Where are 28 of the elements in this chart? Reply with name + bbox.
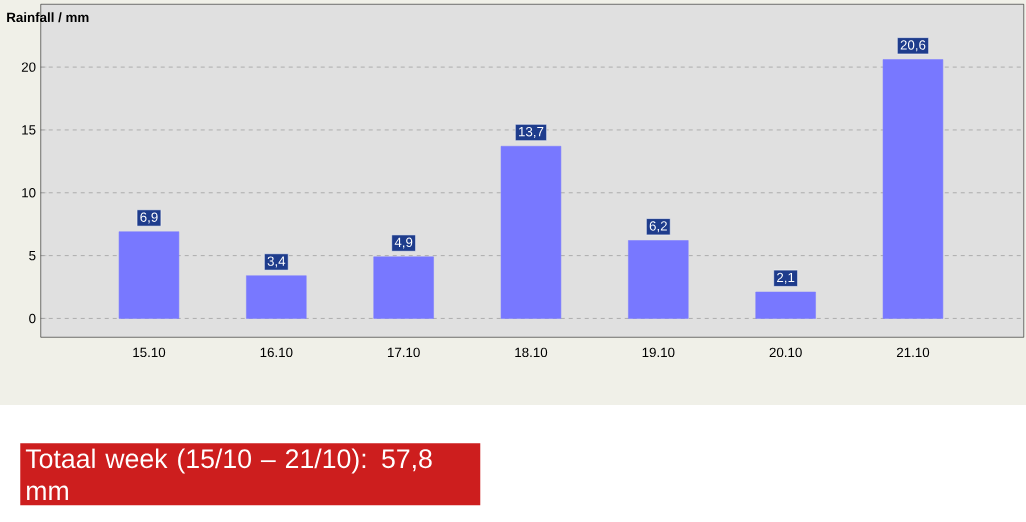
y-tick-label: 10: [22, 188, 36, 198]
x-tick-label: 19.10: [642, 347, 675, 358]
data-label: 20,6: [900, 40, 926, 52]
x-tick-label: 20.10: [769, 347, 802, 358]
bar: [628, 240, 689, 319]
bar: [500, 146, 562, 319]
data-label: 6,2: [649, 221, 667, 233]
x-tick-label: 18.10: [515, 347, 548, 358]
y-axis-title: Rainfall / mm: [7, 12, 89, 23]
x-tick-label: 16.10: [260, 347, 293, 358]
y-tick-label: 20: [21, 62, 36, 72]
x-tick-label: 21.10: [896, 347, 930, 358]
data-label: 6,9: [140, 212, 158, 224]
bar: [373, 256, 434, 319]
x-tick-label: 15.10: [133, 347, 166, 358]
y-tick-label: 15: [22, 125, 36, 135]
bar: [755, 291, 816, 319]
data-label: 13,7: [519, 126, 544, 139]
x-tick-label: 17.10: [387, 347, 420, 358]
data-label: 2,1: [777, 272, 795, 284]
y-tick-label: 5: [29, 250, 36, 261]
text: Totaal week (15/10 – 21/10): 57,8 mm: [25, 448, 432, 500]
bar: [246, 275, 307, 319]
data-label: 3,4: [267, 256, 286, 268]
y-tick-label: 0: [29, 313, 36, 324]
bar: [118, 231, 180, 319]
data-label: 4,9: [394, 237, 413, 249]
bar: [882, 59, 944, 319]
